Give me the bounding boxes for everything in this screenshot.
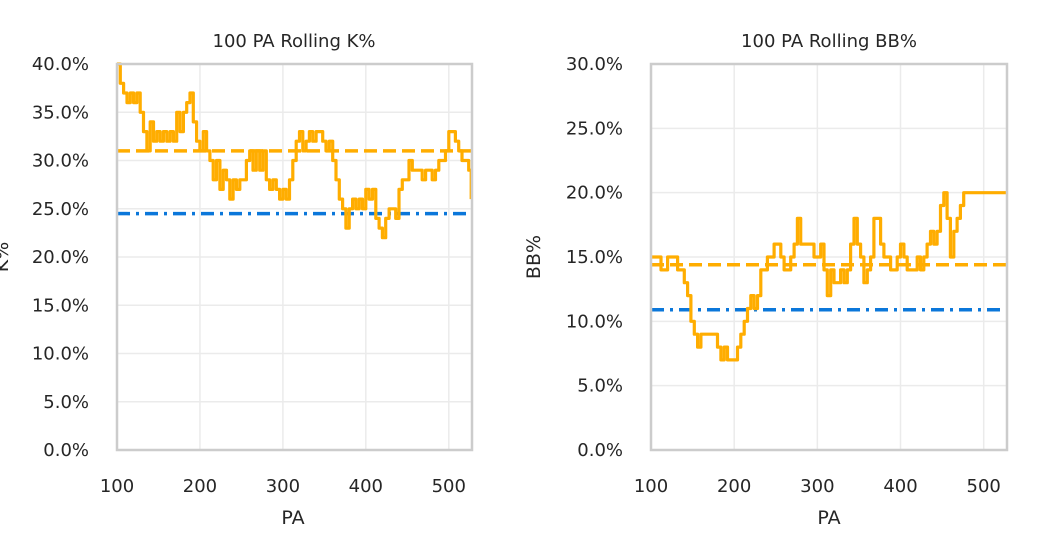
bb-x-tick-labels: 100 200 300 400 500 (634, 476, 1001, 497)
k-x-tick-label: 400 (349, 476, 383, 497)
k-rolling-line (117, 62, 473, 240)
k-x-tick-label: 300 (266, 476, 300, 497)
bb-y-tick-label: 20.0% (566, 183, 623, 204)
bb-rolling-series (651, 191, 1007, 362)
bb-x-tick-label: 300 (800, 476, 834, 497)
k-y-tick-label: 10.0% (32, 344, 89, 365)
bb-y-axis-label: BB% (523, 235, 545, 279)
bb-plot-frame (649, 62, 1009, 452)
bb-rate-panel: 100 PA Rolling BB% 0.0% 5.0% 10.0% 15.0% 20.… (523, 31, 1009, 529)
k-y-tick-labels: 0.0% 5.0% 10.0% 15.0% 20.0% 25.0% 30.0% 35.0% 40… (32, 54, 89, 461)
k-x-axis-label: PA (281, 507, 304, 529)
k-x-tick-labels: 100 200 300 400 500 (100, 476, 466, 497)
k-y-tick-label: 40.0% (32, 54, 89, 75)
bb-reference-lines (651, 262, 1007, 312)
bb-x-tick-label: 500 (967, 476, 1001, 497)
bb-y-tick-labels: 0.0% 5.0% 10.0% 15.0% 20.0% 25.0% 30.0% (566, 54, 623, 461)
k-y-axis-label: K% (0, 242, 13, 273)
k-y-tick-label: 20.0% (32, 247, 89, 268)
k-x-tick-label: 100 (100, 476, 134, 497)
k-x-tick-label: 200 (183, 476, 217, 497)
k-y-tick-label: 15.0% (32, 295, 89, 316)
k-chart-title: 100 PA Rolling K% (213, 31, 376, 52)
k-y-tick-label: 0.0% (43, 440, 89, 461)
k-plot-frame (115, 62, 474, 452)
k-rolling-series (117, 62, 473, 240)
bb-rolling-line (651, 191, 1007, 362)
k-y-tick-label: 35.0% (32, 102, 89, 123)
bb-x-tick-label: 100 (634, 476, 668, 497)
k-rate-panel: 100 PA Rolling K% 0.0% 5.0% 10.0% 15.0% 20.0… (0, 31, 474, 529)
bb-y-tick-label: 10.0% (566, 311, 623, 332)
bb-y-tick-label: 30.0% (566, 54, 623, 75)
bb-y-tick-label: 25.0% (566, 118, 623, 139)
k-reference-lines (117, 149, 472, 216)
bb-chart-title: 100 PA Rolling BB% (741, 31, 917, 52)
bb-y-tick-label: 0.0% (577, 440, 623, 461)
k-grid (116, 63, 472, 451)
k-y-tick-label: 5.0% (43, 392, 89, 413)
k-x-tick-label: 500 (432, 476, 466, 497)
bb-x-axis-label: PA (817, 507, 840, 529)
bb-y-tick-label: 15.0% (566, 247, 623, 268)
bb-x-tick-label: 400 (883, 476, 917, 497)
bb-x-tick-label: 200 (717, 476, 751, 497)
k-y-tick-label: 25.0% (32, 199, 89, 220)
bb-y-tick-label: 5.0% (577, 376, 623, 397)
k-y-tick-label: 30.0% (32, 151, 89, 172)
